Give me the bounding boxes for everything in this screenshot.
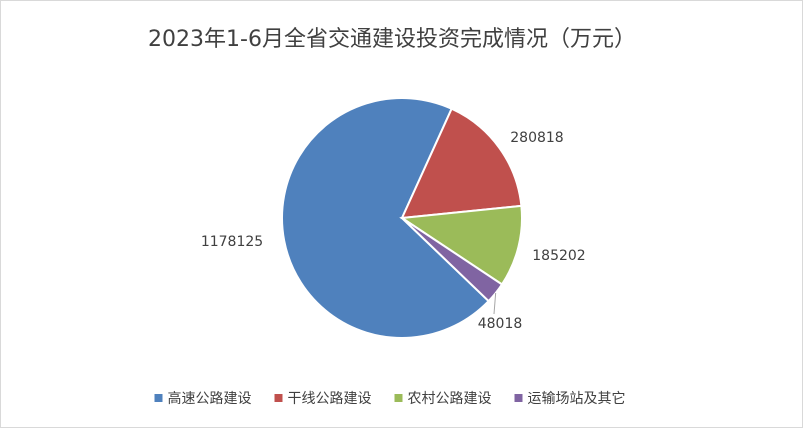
legend-swatch [274, 394, 283, 402]
pie-slice [400, 107, 523, 220]
legend-label: 高速公路建设 [168, 390, 252, 407]
pie-slice [399, 204, 523, 286]
legend-label: 干线公路建设 [288, 391, 372, 407]
legend-label: 农村公路建设 [408, 391, 492, 407]
leader-line [493, 292, 497, 315]
data-label: 1178125 [201, 234, 263, 250]
data-label: 185202 [532, 248, 585, 264]
pie-slice [281, 97, 491, 339]
legend-swatch [154, 394, 163, 402]
legend-label: 运输场站及其它 [528, 390, 626, 407]
data-label: 280818 [510, 130, 563, 146]
data-label: 48018 [478, 316, 523, 332]
legend-swatch [394, 394, 403, 402]
chart-title: 2023年1-6月全省交通建设投资完成情况（万元） [148, 27, 636, 52]
legend-swatch [514, 394, 523, 402]
